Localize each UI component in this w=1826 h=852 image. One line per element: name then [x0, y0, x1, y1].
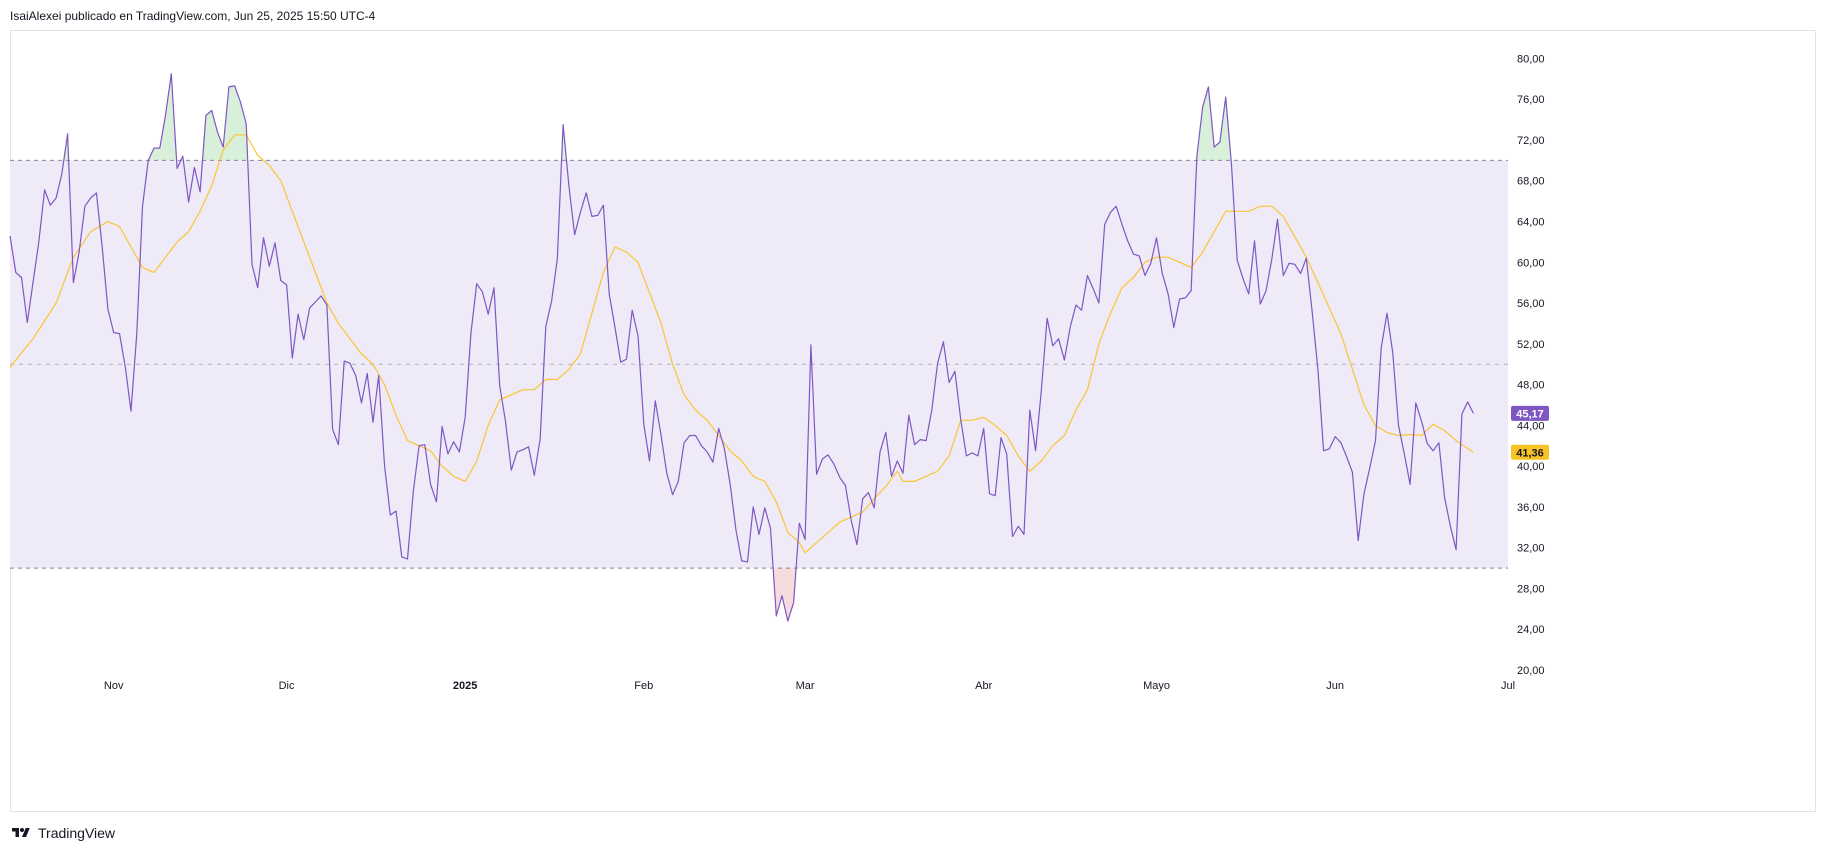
y-tick-label: 60,00 — [1517, 257, 1545, 269]
rsi-last-value-badge-label: 45,17 — [1516, 408, 1544, 420]
x-tick-label: Mar — [796, 680, 815, 692]
y-tick-label: 20,00 — [1517, 665, 1545, 677]
x-tick-label: 2025 — [453, 680, 477, 692]
y-tick-label: 64,00 — [1517, 216, 1545, 228]
y-axis[interactable]: 80,00 76,00 72,00 68,00 64,00 60,00 56,00 52,00… — [1517, 53, 1545, 677]
y-tick-label: 48,00 — [1517, 380, 1545, 392]
y-tick-label: 32,00 — [1517, 543, 1545, 555]
y-tick-label: 40,00 — [1517, 461, 1545, 473]
y-tick-label: 28,00 — [1517, 583, 1545, 595]
rsi-ma-series-line — [9, 134, 1474, 554]
publication-caption: IsaiAlexei publicado en TradingView.com,… — [10, 9, 376, 23]
y-tick-label: 52,00 — [1517, 339, 1545, 351]
footer-brand[interactable]: TradingView — [10, 825, 115, 841]
y-tick-label: 36,00 — [1517, 502, 1545, 514]
rsi-last-value-badge — [1511, 405, 1549, 421]
footer-brand-label: TradingView — [38, 825, 116, 841]
x-axis[interactable]: Nov Dic 2025 Feb Mar Abr Mayo Jun Jul — [104, 680, 1515, 692]
y-tick-label: 24,00 — [1517, 624, 1545, 636]
y-tick-label: 76,00 — [1517, 94, 1545, 106]
y-tick-label: 44,00 — [1517, 420, 1545, 432]
x-tick-label: Feb — [634, 680, 653, 692]
x-tick-label: Dic — [279, 680, 295, 692]
x-tick-label: Abr — [975, 680, 992, 692]
x-tick-label: Nov — [104, 680, 124, 692]
y-tick-label: 56,00 — [1517, 298, 1545, 310]
y-tick-label: 72,00 — [1517, 135, 1545, 147]
tradingview-logo-icon — [12, 828, 30, 837]
rsi-series-line — [9, 73, 1474, 622]
last-value-badges: 45,17 41,36 — [1511, 405, 1549, 460]
y-tick-label: 68,00 — [1517, 176, 1545, 188]
rsi-ma-last-value-badge — [1511, 444, 1549, 460]
x-tick-label: Jun — [1326, 680, 1344, 692]
x-tick-label: Jul — [1501, 680, 1515, 692]
y-tick-label: 80,00 — [1517, 53, 1545, 65]
x-tick-label: Mayo — [1143, 680, 1170, 692]
rsi-ma-last-value-badge-label: 41,36 — [1516, 447, 1544, 459]
